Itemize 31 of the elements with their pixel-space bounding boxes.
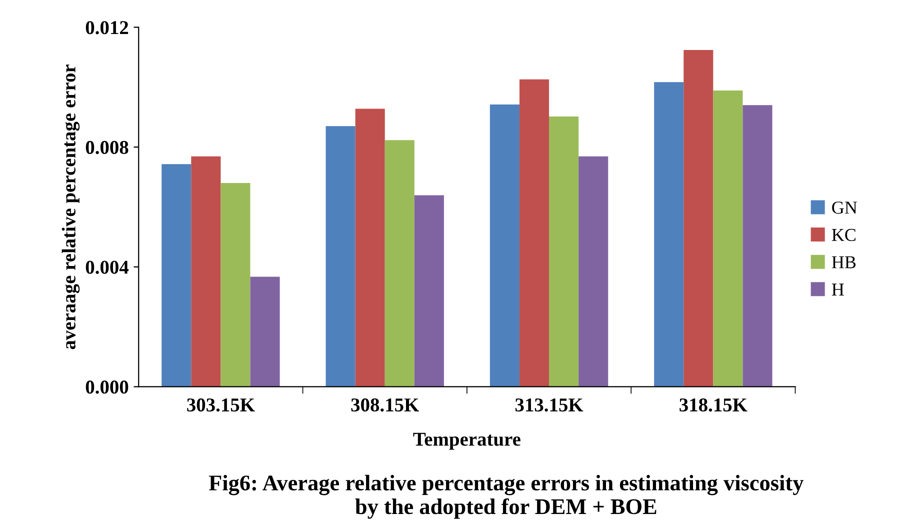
y-tick-label: 0.012 [86,21,128,34]
bar [384,140,414,387]
x-tick-label: 303.15K [187,398,255,412]
bar [414,195,444,387]
bar [355,108,385,387]
legend-label: KC [832,228,856,242]
bar [162,164,192,387]
bar [578,156,608,387]
bar [713,90,743,387]
bar [191,156,221,387]
bar [250,276,280,387]
y-tick-label: 0.008 [86,140,128,154]
bar [220,183,250,387]
bar [326,126,356,387]
x-tick-label: 313.15K [515,398,584,412]
bar [684,50,714,387]
bar [654,82,684,387]
x-axis-title: Temperature [413,432,520,450]
legend-label: GN [832,202,858,214]
legend-label: H [832,284,844,296]
bar [549,116,579,387]
caption: Fig6: Average relative percentage errors in estimating viscosity by the adopted for DEM + BOE [208,474,804,519]
bar [519,79,550,387]
y-tick-label: 0.000 [86,380,128,394]
legend-label: HB [832,256,856,268]
bar [490,104,520,387]
y-tick-label: 0.004 [86,260,129,274]
x-tick-label: 308.15K [351,398,420,412]
x-tick-label: 318.15K [680,398,748,412]
y-axis-title: averaage relative percentage error [62,64,80,350]
bar [742,105,772,387]
